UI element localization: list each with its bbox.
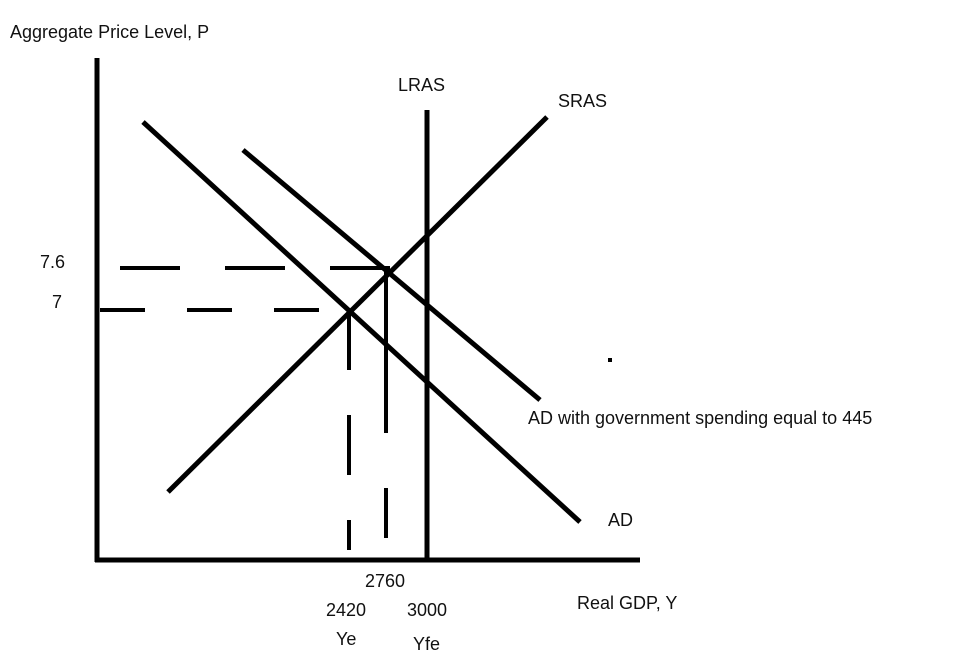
gdp-label: 2760	[365, 571, 405, 591]
gdp-label: 3000	[407, 600, 447, 620]
output-label: Yfe	[413, 634, 440, 654]
x-axis-label: Real GDP, Y	[577, 593, 677, 613]
output-label: Ye	[336, 629, 356, 649]
sras-line	[166, 115, 549, 494]
gdp-label: 2420	[326, 600, 366, 620]
dot	[608, 358, 612, 362]
curve-label: AD	[608, 510, 633, 530]
price-label: 7	[52, 292, 62, 312]
y-axis-label: Aggregate Price Level, P	[10, 22, 209, 42]
curve-label: SRAS	[558, 91, 607, 111]
curve-label: LRAS	[398, 75, 445, 95]
ad-new-line	[241, 148, 542, 402]
curve-label: AD with government spending equal to 445	[528, 408, 872, 428]
ad-line	[141, 120, 582, 524]
price-label: 7.6	[40, 252, 65, 272]
